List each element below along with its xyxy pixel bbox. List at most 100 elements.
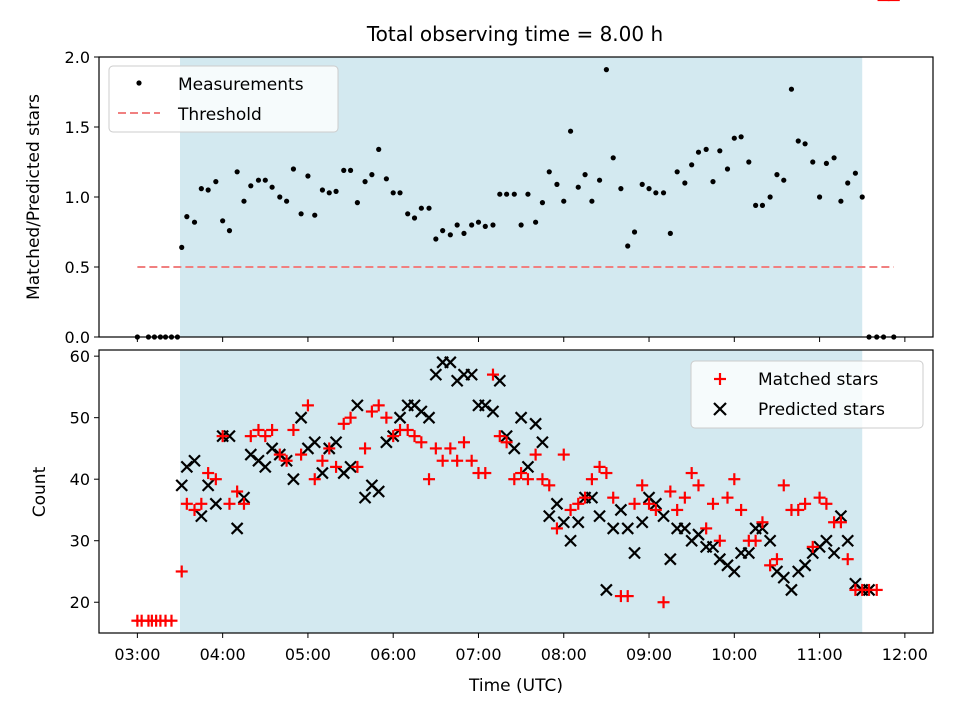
top-y-ticks: 0.0 0.5 1.0 1.5 2.0 [65, 48, 99, 347]
measurement-point [823, 160, 830, 166]
legend-predicted-label: Predicted stars [758, 400, 885, 420]
matched-star-marker [451, 454, 464, 467]
matched-star-marker [457, 436, 470, 449]
measurement-point [397, 190, 403, 196]
top-y-tick-label: 1.0 [65, 188, 90, 207]
measurement-point [582, 172, 588, 178]
measurement-point [554, 181, 560, 187]
matched-star-marker [764, 559, 777, 572]
predicted-star-marker [201, 479, 215, 492]
measurement-point [255, 177, 262, 183]
matched-star-marker [237, 497, 250, 510]
matched-star-marker [585, 473, 598, 486]
predicted-star-marker [820, 534, 833, 547]
predicted-stroke [678, 522, 692, 535]
matched-star-marker [465, 454, 478, 467]
legend-predicted-marker [713, 402, 727, 416]
matched-star-marker [813, 491, 826, 504]
matched-star-marker [713, 534, 726, 547]
measurement-point [567, 128, 574, 134]
predicted-star-marker [841, 534, 855, 547]
predicted-star-marker [465, 368, 478, 381]
predicted-stroke [259, 460, 272, 474]
measurement-point [596, 177, 603, 183]
matched-star-marker [365, 405, 378, 418]
predicted-star-marker [542, 509, 556, 523]
chart-title: Total observing time = 8.00 h [366, 22, 663, 46]
matched-star-marker [777, 479, 790, 492]
matched-star-marker [806, 540, 819, 553]
predicted-stroke [521, 460, 535, 474]
bottom-axes-frame [98, 349, 934, 634]
measurement-point [631, 229, 638, 235]
predicted-stroke [188, 454, 201, 468]
matched-star-marker [529, 448, 542, 461]
measurement-point [816, 194, 823, 200]
matched-star-marker [636, 479, 649, 492]
measurement-point [179, 244, 185, 250]
matched-star-marker [372, 399, 385, 412]
matched-star-marker [216, 430, 229, 443]
predicted-star-marker [316, 466, 329, 480]
predicted-stroke [649, 497, 663, 511]
top-panel: 0.00.51.01.52.0 Matched/Predicted stars … [24, 48, 934, 347]
predicted-star-marker [329, 436, 343, 449]
matched-star-marker [202, 467, 215, 480]
matched-star-marker [678, 491, 691, 504]
matched-star-marker [550, 522, 563, 535]
predicted-stroke [770, 565, 784, 578]
predicted-stroke [372, 485, 385, 498]
measurement-point [724, 166, 731, 172]
measurement-point [369, 172, 375, 178]
measurement-point [354, 200, 360, 206]
top-x-ticks [136, 337, 906, 342]
predicted-stroke [316, 466, 329, 480]
bottom-legend: Matched stars Predicted stars [690, 360, 924, 429]
matched-star-marker [323, 442, 336, 455]
measurement-point [738, 134, 744, 140]
predicted-star-marker [585, 491, 599, 504]
predicted-stroke [798, 559, 812, 572]
matched-star-marker [231, 485, 244, 498]
measurement-point [660, 190, 667, 196]
measurement-point [852, 170, 858, 176]
predicted-stroke [465, 368, 478, 381]
measurement-point [518, 222, 524, 228]
matched-star-marker [195, 497, 208, 510]
measurement-point [241, 198, 247, 204]
predicted-stroke [444, 356, 457, 369]
predicted-stroke [557, 515, 571, 529]
measurement-point [269, 184, 275, 190]
measurement-point [277, 194, 283, 200]
predicted-stroke [820, 534, 833, 547]
measurement-point [810, 159, 816, 165]
predicted-star-marker [294, 411, 308, 424]
measurement-point [653, 190, 659, 196]
predicted-stroke [721, 559, 734, 572]
matched-star-marker [749, 534, 762, 547]
measurement-point [695, 149, 702, 155]
bottom-x-ticks: 03:00 04:00 05:00 06:00 07:00 08:00 09:00 10:00… [114, 633, 928, 664]
predicted-star-marker [195, 509, 208, 523]
legend-measurements-label: Measurements [178, 75, 304, 95]
measurement-point [191, 219, 198, 225]
predicted-stroke [237, 491, 251, 504]
measurement-point [753, 202, 759, 208]
predicted-star-marker [536, 436, 549, 449]
predicted-star-marker [493, 374, 507, 388]
predicted-stroke [252, 454, 265, 468]
top-y-tick-label: 2.0 [65, 48, 90, 67]
matched-star-marker [593, 460, 606, 473]
matched-star-marker [721, 491, 734, 504]
x-tick-label: 04:00 [200, 645, 246, 664]
matched-star-marker [337, 417, 350, 430]
matched-star-marker [387, 430, 400, 443]
measurement-point [312, 212, 318, 218]
matched-star-marker [692, 479, 705, 492]
measurement-point [362, 179, 368, 185]
predicted-stroke [365, 479, 379, 492]
measurement-point [639, 181, 645, 187]
measurement-point [689, 162, 695, 168]
predicted-star-marker [230, 522, 244, 535]
